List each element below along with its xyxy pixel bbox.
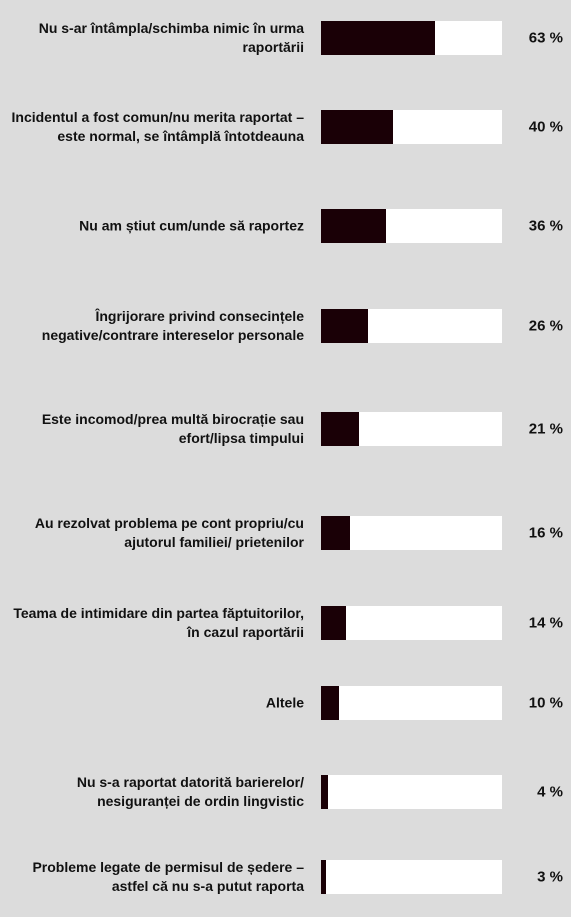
bar-track [321, 412, 502, 446]
value-label: 14 % [528, 614, 563, 632]
bar [321, 775, 329, 809]
value-label: 63 % [528, 29, 563, 47]
category-label: Altele [265, 694, 304, 711]
value-label: 36 % [528, 217, 563, 235]
value-label: 4 % [537, 783, 563, 801]
category-label: Nu s-a raportat datorită barierelor/ nes… [76, 774, 304, 809]
bar-track [321, 775, 502, 809]
category-label: Nu s-ar întâmpla/schimba nimic în urma r… [38, 20, 304, 55]
bar [321, 309, 369, 343]
category-label: Este incomod/prea multă birocrație sau e… [41, 411, 304, 446]
bar-track [321, 21, 502, 55]
category-label: Nu am știut cum/unde să raportez [79, 217, 304, 234]
value-label: 40 % [528, 118, 563, 136]
bar-track [321, 860, 502, 894]
bar [321, 209, 387, 243]
value-label: 26 % [528, 317, 563, 335]
bar [321, 860, 327, 894]
bar [321, 412, 359, 446]
category-label: Au rezolvat problema pe cont propriu/cu … [34, 515, 304, 550]
bar-track [321, 110, 502, 144]
value-label: 21 % [528, 420, 563, 438]
category-label: Incidentul a fost comun/nu merita raport… [11, 109, 304, 144]
bar-track [321, 686, 502, 720]
bar [321, 516, 350, 550]
category-label: Probleme legate de permisul de ședere – … [32, 859, 304, 894]
bar [321, 110, 394, 144]
bar-track [321, 309, 502, 343]
bar-track [321, 209, 502, 243]
category-label: Îngrijorare privind consecințele negativ… [41, 308, 304, 343]
value-label: 16 % [528, 524, 563, 542]
bar [321, 686, 340, 720]
bar [321, 606, 347, 640]
value-label: 10 % [528, 694, 563, 712]
value-label: 3 % [537, 868, 563, 886]
bar-track [321, 516, 502, 550]
bar-track [321, 606, 502, 640]
bar [321, 21, 436, 55]
category-label: Teama de intimidare din partea făptuitor… [13, 605, 304, 640]
